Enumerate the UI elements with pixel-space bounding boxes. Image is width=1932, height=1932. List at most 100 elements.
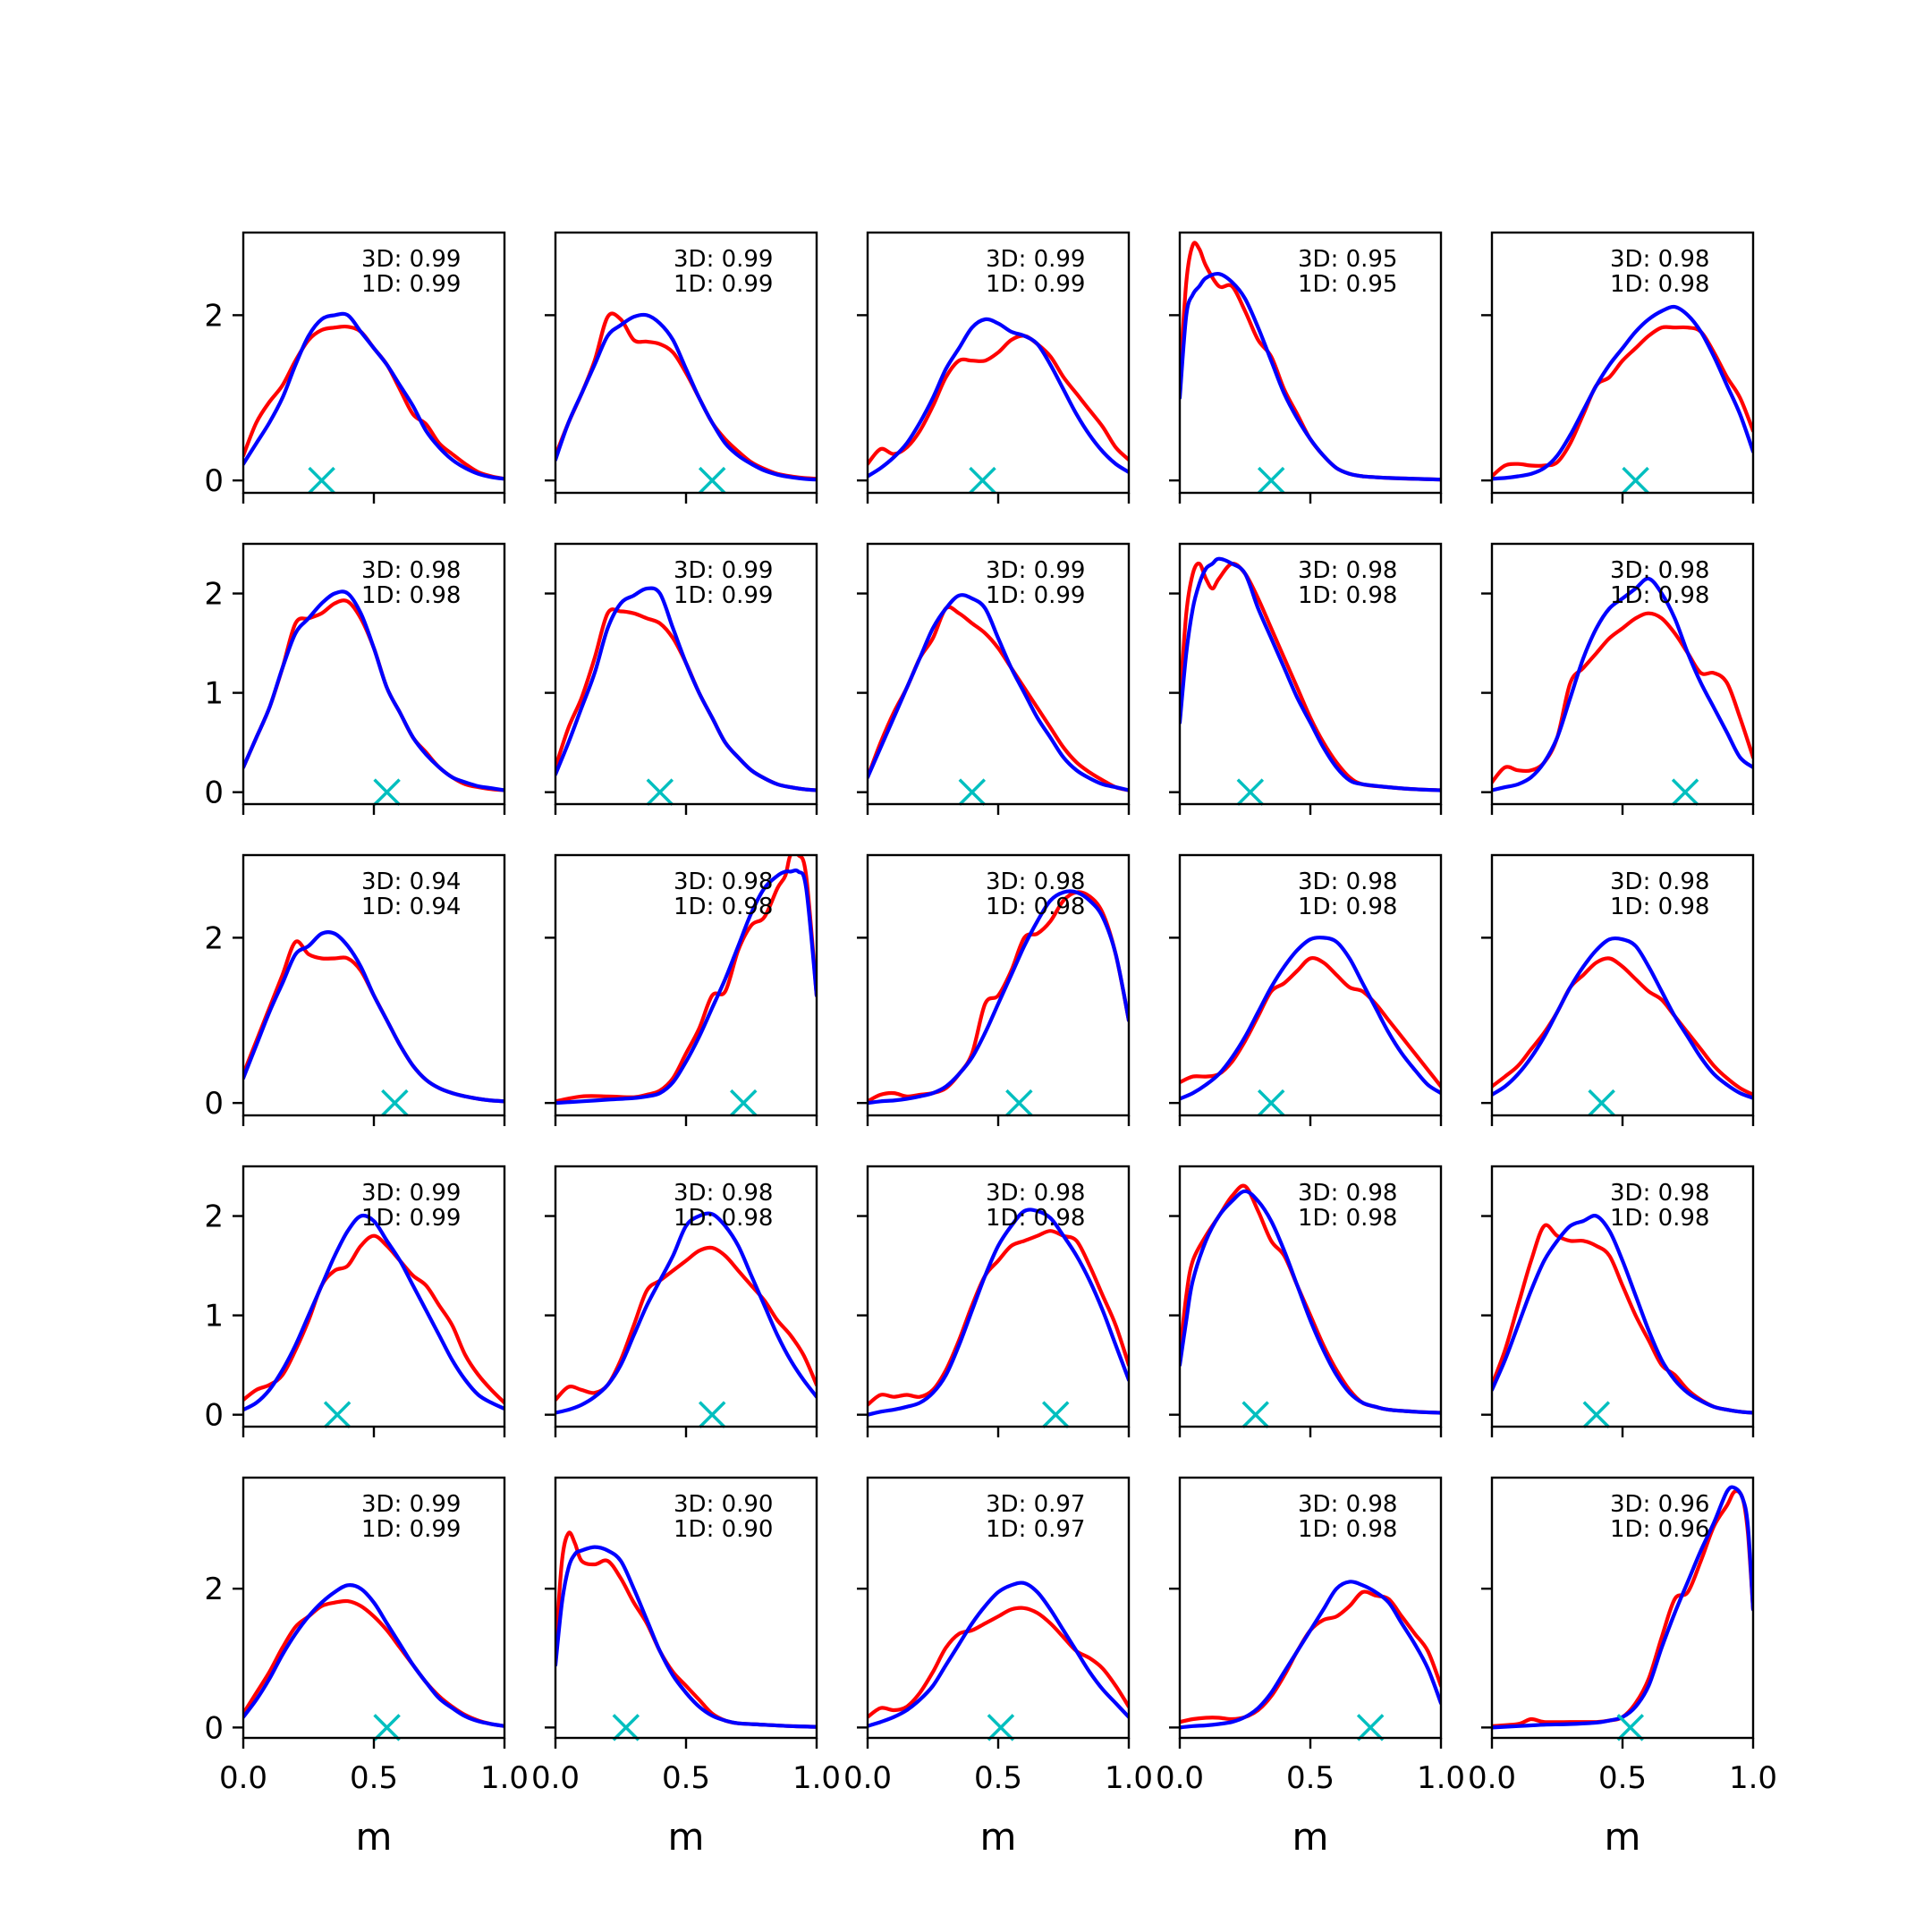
marker-x <box>1257 1089 1285 1117</box>
annotation-1d: 1D: 0.98 <box>1610 894 1709 920</box>
x-axis-label: m <box>1605 1815 1641 1859</box>
x-tick-label: 0.0 <box>1156 1760 1204 1796</box>
series-line-red <box>868 334 1129 466</box>
y-tick-label: 1 <box>204 1299 224 1335</box>
marker-x <box>373 778 401 806</box>
marker-stroke <box>969 466 996 495</box>
annotation-3d: 3D: 0.98 <box>1298 1491 1397 1518</box>
series-line-blue <box>1180 1580 1441 1730</box>
marker-x <box>969 466 996 495</box>
series-line-blue <box>868 593 1129 792</box>
marker-x <box>1257 466 1285 495</box>
series-line-red <box>243 1233 504 1405</box>
marker-stroke <box>1241 1401 1269 1428</box>
x-tick-label: 1.0 <box>480 1760 529 1796</box>
x-tick-label: 0.0 <box>1468 1760 1516 1796</box>
marker-x <box>698 1401 726 1428</box>
annotation-3d: 3D: 0.98 <box>986 869 1085 895</box>
marker-x <box>1671 778 1699 806</box>
annotation-3d: 3D: 0.98 <box>1610 1180 1709 1207</box>
annotation-3d: 3D: 0.98 <box>1298 869 1397 895</box>
marker-stroke <box>373 778 401 806</box>
annotation-1d: 1D: 0.90 <box>674 1516 773 1543</box>
annotation-3d: 3D: 0.98 <box>1298 557 1397 584</box>
marker-stroke <box>1236 778 1265 806</box>
annotation-3d: 3D: 0.96 <box>1610 1491 1709 1518</box>
annotation-1d: 1D: 0.94 <box>361 894 461 920</box>
annotation-3d: 3D: 0.99 <box>674 557 773 584</box>
marker-stroke <box>1257 466 1285 495</box>
marker-stroke <box>1005 1089 1033 1117</box>
annotation-3d: 3D: 0.99 <box>361 1180 461 1207</box>
y-tick-label: 1 <box>204 676 224 712</box>
annotation-3d: 3D: 0.98 <box>674 869 773 895</box>
marker-x <box>1622 466 1649 495</box>
annotation-3d: 3D: 0.97 <box>986 1491 1085 1518</box>
series-line-blue <box>1492 936 1753 1100</box>
series-line-blue <box>1180 936 1441 1101</box>
annotation-3d: 3D: 0.99 <box>986 557 1085 584</box>
y-tick-label: 2 <box>204 1572 224 1607</box>
annotation-1d: 1D: 0.99 <box>361 1516 461 1543</box>
annotation-1d: 1D: 0.99 <box>986 271 1085 298</box>
series-line-blue <box>243 1583 504 1728</box>
x-tick-label: 1.0 <box>792 1760 841 1796</box>
annotation-1d: 1D: 0.98 <box>986 1205 1085 1232</box>
annotation-1d: 1D: 0.98 <box>1298 582 1397 609</box>
annotation-1d: 1D: 0.98 <box>674 894 773 920</box>
series-line-blue <box>243 589 504 792</box>
series-line-blue <box>243 1213 504 1412</box>
annotation-1d: 1D: 0.98 <box>361 582 461 609</box>
annotation-3d: 3D: 0.90 <box>674 1491 773 1518</box>
series-line-blue <box>1492 1485 1753 1730</box>
annotation-3d: 3D: 0.98 <box>1610 869 1709 895</box>
annotation-1d: 1D: 0.95 <box>1298 271 1397 298</box>
marker-stroke <box>958 778 987 806</box>
series-line-blue <box>1492 304 1753 481</box>
x-axis-label: m <box>356 1815 393 1859</box>
x-tick-label: 0.5 <box>350 1760 398 1796</box>
y-tick-label: 2 <box>204 298 224 334</box>
marker-stroke <box>308 466 335 495</box>
series-line-blue <box>1492 576 1753 792</box>
marker-x <box>1616 1714 1644 1741</box>
series-line-red <box>1492 1488 1753 1728</box>
annotation-3d: 3D: 0.95 <box>1298 246 1397 273</box>
x-tick-label: 0.0 <box>531 1760 580 1796</box>
annotation-3d: 3D: 0.94 <box>361 869 461 895</box>
marker-x <box>323 1401 352 1428</box>
series-line-blue <box>555 312 817 482</box>
annotation-3d: 3D: 0.98 <box>674 1180 773 1207</box>
y-tick-label: 2 <box>204 920 224 956</box>
marker-stroke <box>646 778 674 806</box>
annotation-1d: 1D: 0.96 <box>1610 1516 1709 1543</box>
series-line-blue <box>555 869 817 1106</box>
marker-x <box>612 1714 640 1741</box>
marker-x <box>987 1714 1015 1741</box>
marker-stroke <box>612 1714 640 1741</box>
annotation-1d: 1D: 0.98 <box>986 894 1085 920</box>
marker-x <box>1005 1089 1033 1117</box>
annotation-1d: 1D: 0.98 <box>674 1205 773 1232</box>
marker-stroke <box>323 1401 352 1428</box>
marker-stroke <box>730 1089 758 1117</box>
marker-stroke <box>1671 778 1699 806</box>
annotation-1d: 1D: 0.98 <box>1298 1205 1397 1232</box>
marker-stroke <box>1356 1714 1385 1741</box>
